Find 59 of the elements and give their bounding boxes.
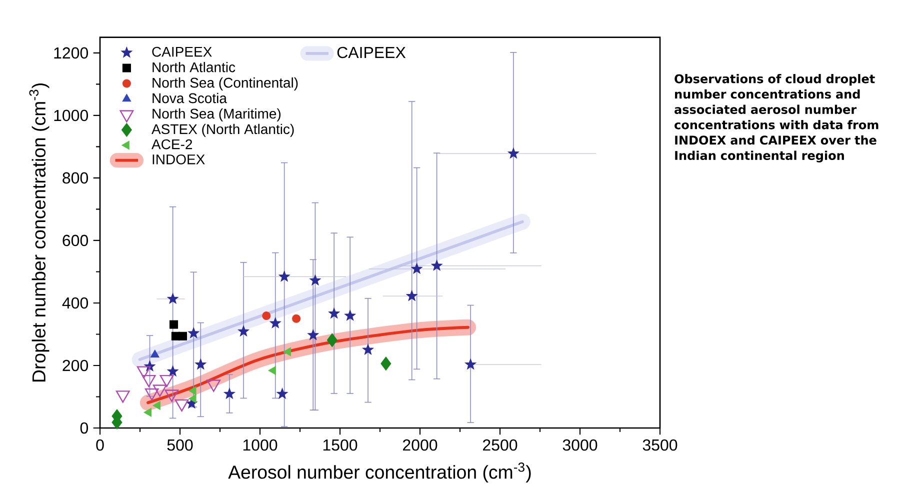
legend-label: North Atlantic [152, 62, 236, 72]
point [508, 148, 520, 158]
point [326, 333, 338, 348]
point [268, 366, 276, 375]
point [238, 326, 250, 336]
point [328, 308, 340, 318]
point [411, 263, 422, 274]
point [152, 401, 160, 410]
text: Observations of cloud droplet number concentrations and associated aerosol number concentrations with data from INDOEX and CAIPEEX over the Indian continental region [674, 74, 878, 162]
legend-label: ASTEX (North Atlantic) [152, 124, 294, 137]
y-axis-title: Droplet number concentration (cm$^{-3}$) [29, 83, 50, 382]
point [292, 314, 301, 323]
point [224, 388, 236, 399]
point [380, 356, 392, 371]
point [188, 386, 196, 396]
legend-label: CAIPEEX [152, 46, 212, 57]
x-tick-label: 3500 [642, 439, 678, 451]
point [310, 274, 321, 286]
point [406, 290, 418, 301]
point [270, 317, 281, 328]
point [188, 394, 196, 404]
y-tick-label: 0 [80, 422, 88, 434]
point [169, 320, 178, 329]
point [144, 408, 152, 417]
legend-label: ACE-2 [152, 139, 192, 150]
point [308, 329, 319, 340]
legend-label: North Sea (Continental) [152, 77, 298, 90]
x-tick-label: 3000 [562, 439, 598, 451]
y-tick-label: 400 [62, 297, 88, 309]
x-axis-title: Aerosol number concentration (cm$^{-3}$) [228, 462, 531, 482]
y-tick-label: 600 [62, 234, 88, 246]
x-tick-label: 1000 [243, 439, 278, 451]
point [167, 366, 178, 376]
point [150, 350, 160, 358]
y-tick-label: 200 [62, 360, 88, 372]
point [276, 388, 288, 399]
point [188, 327, 200, 338]
x-tick-label: 0 [96, 439, 104, 451]
legend-label: Nova Scotia [152, 92, 227, 104]
x-tick-label: 2500 [483, 439, 518, 451]
x-tick-label: 1500 [323, 439, 358, 451]
point [167, 293, 178, 304]
point [278, 270, 290, 282]
legend-label: North Sea (Maritime) [152, 108, 281, 122]
y-tick-label: 1200 [54, 47, 88, 59]
point [178, 332, 187, 340]
point [283, 347, 291, 356]
x-tick-label: 2000 [403, 439, 438, 451]
y-tick-label: 800 [62, 172, 88, 184]
point [262, 312, 271, 320]
x-tick-label: 500 [167, 439, 193, 451]
point [344, 310, 356, 321]
point [431, 260, 442, 271]
y-tick-label: 1000 [54, 110, 88, 122]
legend-label: INDOEX [152, 154, 205, 164]
point [362, 344, 374, 355]
point [464, 358, 476, 370]
legend-label: CAIPEEX [337, 46, 406, 58]
point [195, 358, 206, 370]
